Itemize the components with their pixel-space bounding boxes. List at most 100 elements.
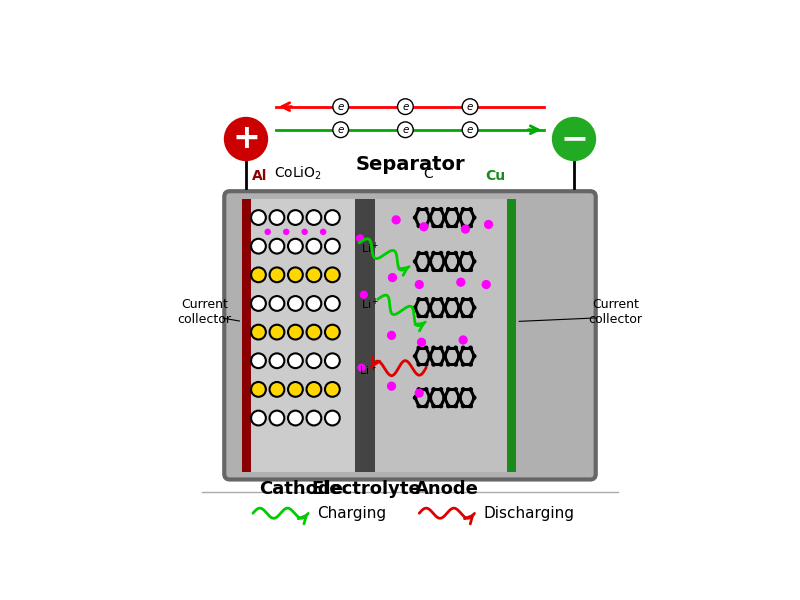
Circle shape xyxy=(251,210,266,225)
Circle shape xyxy=(414,388,424,398)
Circle shape xyxy=(458,335,468,344)
Circle shape xyxy=(431,314,436,318)
Bar xyxy=(354,199,375,472)
Circle shape xyxy=(442,305,447,310)
Circle shape xyxy=(427,215,432,220)
Circle shape xyxy=(442,395,447,400)
Circle shape xyxy=(454,404,458,409)
Circle shape xyxy=(442,305,447,310)
Circle shape xyxy=(438,387,443,392)
Circle shape xyxy=(438,251,443,256)
Bar xyxy=(242,199,251,472)
Circle shape xyxy=(472,305,477,310)
Circle shape xyxy=(431,224,436,228)
Circle shape xyxy=(306,296,322,311)
Circle shape xyxy=(417,207,421,212)
Circle shape xyxy=(424,362,429,367)
Circle shape xyxy=(288,325,303,340)
Circle shape xyxy=(417,251,421,256)
Text: e: e xyxy=(338,125,344,135)
Circle shape xyxy=(288,353,303,368)
Bar xyxy=(250,199,354,472)
Circle shape xyxy=(270,210,284,225)
Circle shape xyxy=(446,362,450,367)
Circle shape xyxy=(482,280,491,289)
Circle shape xyxy=(446,314,450,318)
Circle shape xyxy=(414,280,424,289)
Circle shape xyxy=(306,382,322,397)
Circle shape xyxy=(461,297,466,302)
Circle shape xyxy=(391,215,401,224)
Circle shape xyxy=(325,296,340,311)
Circle shape xyxy=(442,395,447,400)
Circle shape xyxy=(306,325,322,340)
Circle shape xyxy=(446,297,450,302)
Circle shape xyxy=(325,210,340,225)
Circle shape xyxy=(438,362,443,367)
Text: e: e xyxy=(338,101,344,112)
Circle shape xyxy=(446,251,450,256)
Circle shape xyxy=(431,268,436,272)
Circle shape xyxy=(461,268,466,272)
Circle shape xyxy=(446,404,450,409)
Circle shape xyxy=(387,331,396,340)
Circle shape xyxy=(431,207,436,212)
Circle shape xyxy=(461,346,466,350)
Circle shape xyxy=(325,353,340,368)
Circle shape xyxy=(270,325,284,340)
Text: C: C xyxy=(424,167,434,181)
Circle shape xyxy=(270,268,284,282)
Circle shape xyxy=(457,305,462,310)
Text: Al: Al xyxy=(252,169,267,183)
Circle shape xyxy=(333,99,349,115)
Circle shape xyxy=(288,296,303,311)
Circle shape xyxy=(457,395,462,400)
Text: e: e xyxy=(402,101,409,112)
Circle shape xyxy=(270,382,284,397)
Circle shape xyxy=(461,224,466,228)
Circle shape xyxy=(358,364,366,372)
Circle shape xyxy=(438,346,443,350)
Circle shape xyxy=(325,268,340,282)
Text: e: e xyxy=(402,125,409,135)
Circle shape xyxy=(457,354,462,358)
Circle shape xyxy=(251,239,266,254)
Circle shape xyxy=(270,239,284,254)
Circle shape xyxy=(462,99,478,115)
Circle shape xyxy=(388,273,397,282)
Text: Li$^+$: Li$^+$ xyxy=(359,362,378,377)
Circle shape xyxy=(461,207,466,212)
Circle shape xyxy=(468,251,473,256)
Circle shape xyxy=(417,362,421,367)
Circle shape xyxy=(454,224,458,228)
Circle shape xyxy=(454,314,458,318)
Circle shape xyxy=(454,346,458,350)
Circle shape xyxy=(424,268,429,272)
Circle shape xyxy=(457,305,462,310)
Text: Electrolyte: Electrolyte xyxy=(311,480,421,498)
Text: CoLiO$_2$: CoLiO$_2$ xyxy=(274,165,322,182)
Circle shape xyxy=(431,251,436,256)
Circle shape xyxy=(417,297,421,302)
Circle shape xyxy=(270,410,284,425)
Circle shape xyxy=(461,224,470,233)
Circle shape xyxy=(552,117,596,161)
Circle shape xyxy=(424,207,429,212)
Circle shape xyxy=(438,314,443,318)
Circle shape xyxy=(446,387,450,392)
Circle shape xyxy=(427,259,432,264)
Circle shape xyxy=(417,268,421,272)
Text: Cathode: Cathode xyxy=(259,480,343,498)
Circle shape xyxy=(454,207,458,212)
Circle shape xyxy=(270,353,284,368)
Circle shape xyxy=(424,387,429,392)
Circle shape xyxy=(413,354,418,358)
Circle shape xyxy=(454,387,458,392)
Circle shape xyxy=(251,353,266,368)
Text: Separator: Separator xyxy=(355,155,465,174)
Circle shape xyxy=(419,222,429,232)
Circle shape xyxy=(413,215,418,220)
Circle shape xyxy=(427,354,432,358)
Circle shape xyxy=(442,215,447,220)
Text: Current
collector: Current collector xyxy=(589,298,642,326)
